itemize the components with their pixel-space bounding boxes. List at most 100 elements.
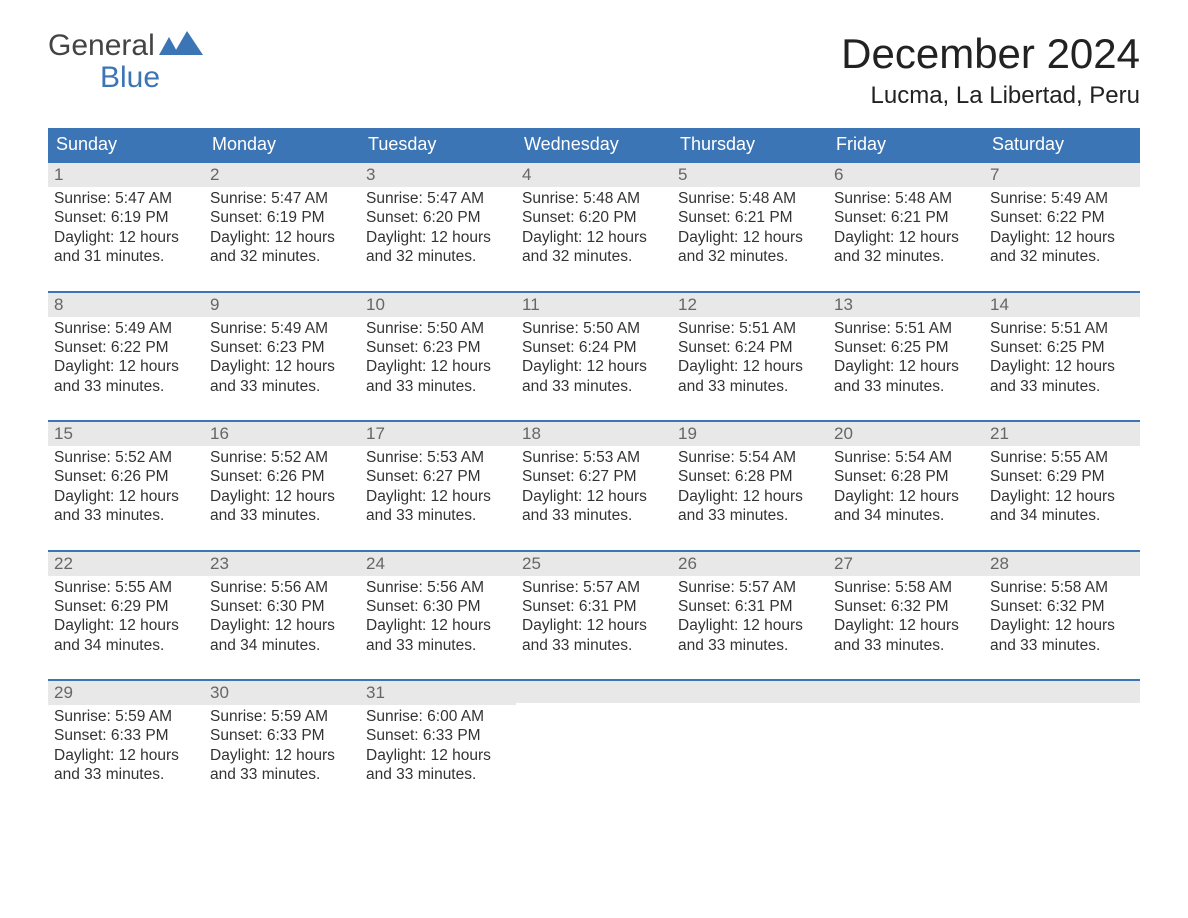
sunrise-line: Sunrise: 5:58 AM — [834, 578, 978, 597]
sunset-line: Sunset: 6:30 PM — [210, 597, 354, 616]
day-number-row: 17 — [360, 422, 516, 446]
day-number-row: 26 — [672, 552, 828, 576]
day-number-row: 13 — [828, 293, 984, 317]
day-number: 30 — [210, 683, 229, 702]
sunrise-line: Sunrise: 5:50 AM — [366, 319, 510, 338]
day-number-row: 15 — [48, 422, 204, 446]
day-number: 9 — [210, 295, 219, 314]
day-cell: 14Sunrise: 5:51 AMSunset: 6:25 PMDayligh… — [984, 293, 1140, 403]
day-number: 27 — [834, 554, 853, 573]
daylight-line: Daylight: 12 hours and 32 minutes. — [990, 228, 1134, 267]
day-number-row: 11 — [516, 293, 672, 317]
sunset-line: Sunset: 6:19 PM — [54, 208, 198, 227]
day-body: Sunrise: 5:48 AMSunset: 6:20 PMDaylight:… — [522, 187, 666, 267]
sunrise-line: Sunrise: 5:59 AM — [54, 707, 198, 726]
sunset-line: Sunset: 6:30 PM — [366, 597, 510, 616]
header: General Blue December 2024 Lucma, La Lib… — [48, 30, 1140, 110]
dow-cell: Thursday — [672, 128, 828, 161]
day-number-row: 3 — [360, 163, 516, 187]
page-title: December 2024 — [841, 30, 1140, 78]
day-number: 6 — [834, 165, 843, 184]
sunset-line: Sunset: 6:33 PM — [366, 726, 510, 745]
day-number-row: 14 — [984, 293, 1140, 317]
sunset-line: Sunset: 6:22 PM — [54, 338, 198, 357]
sunset-line: Sunset: 6:27 PM — [522, 467, 666, 486]
day-cell: 2Sunrise: 5:47 AMSunset: 6:19 PMDaylight… — [204, 163, 360, 273]
daylight-line: Daylight: 12 hours and 33 minutes. — [834, 616, 978, 655]
dow-cell: Tuesday — [360, 128, 516, 161]
day-body: Sunrise: 5:51 AMSunset: 6:25 PMDaylight:… — [990, 317, 1134, 397]
daylight-line: Daylight: 12 hours and 34 minutes. — [54, 616, 198, 655]
days-of-week-row: SundayMondayTuesdayWednesdayThursdayFrid… — [48, 128, 1140, 161]
day-cell: 19Sunrise: 5:54 AMSunset: 6:28 PMDayligh… — [672, 422, 828, 532]
daylight-line: Daylight: 12 hours and 33 minutes. — [210, 746, 354, 785]
dow-cell: Saturday — [984, 128, 1140, 161]
day-number: 19 — [678, 424, 697, 443]
sunrise-line: Sunrise: 5:51 AM — [990, 319, 1134, 338]
day-number: 17 — [366, 424, 385, 443]
sunrise-line: Sunrise: 5:56 AM — [366, 578, 510, 597]
daylight-line: Daylight: 12 hours and 33 minutes. — [54, 357, 198, 396]
day-body: Sunrise: 5:49 AMSunset: 6:22 PMDaylight:… — [990, 187, 1134, 267]
daylight-line: Daylight: 12 hours and 33 minutes. — [366, 746, 510, 785]
daylight-line: Daylight: 12 hours and 33 minutes. — [834, 357, 978, 396]
day-number-row: 7 — [984, 163, 1140, 187]
daylight-line: Daylight: 12 hours and 33 minutes. — [678, 487, 822, 526]
day-body: Sunrise: 5:49 AMSunset: 6:23 PMDaylight:… — [210, 317, 354, 397]
day-number-row: 30 — [204, 681, 360, 705]
day-body: Sunrise: 5:51 AMSunset: 6:24 PMDaylight:… — [678, 317, 822, 397]
daylight-line: Daylight: 12 hours and 33 minutes. — [54, 746, 198, 785]
sunset-line: Sunset: 6:25 PM — [990, 338, 1134, 357]
day-cell: 31Sunrise: 6:00 AMSunset: 6:33 PMDayligh… — [360, 681, 516, 791]
sunrise-line: Sunrise: 5:54 AM — [678, 448, 822, 467]
sunset-line: Sunset: 6:32 PM — [990, 597, 1134, 616]
day-cell: 29Sunrise: 5:59 AMSunset: 6:33 PMDayligh… — [48, 681, 204, 791]
day-number: 4 — [522, 165, 531, 184]
day-cell: 7Sunrise: 5:49 AMSunset: 6:22 PMDaylight… — [984, 163, 1140, 273]
day-body: Sunrise: 5:56 AMSunset: 6:30 PMDaylight:… — [366, 576, 510, 656]
logo-text-top: General — [48, 30, 155, 62]
day-number-row: 19 — [672, 422, 828, 446]
day-body: Sunrise: 5:52 AMSunset: 6:26 PMDaylight:… — [54, 446, 198, 526]
day-cell: 25Sunrise: 5:57 AMSunset: 6:31 PMDayligh… — [516, 552, 672, 662]
day-cell: 6Sunrise: 5:48 AMSunset: 6:21 PMDaylight… — [828, 163, 984, 273]
daylight-line: Daylight: 12 hours and 32 minutes. — [522, 228, 666, 267]
day-number: 21 — [990, 424, 1009, 443]
day-cell: 11Sunrise: 5:50 AMSunset: 6:24 PMDayligh… — [516, 293, 672, 403]
day-body: Sunrise: 5:58 AMSunset: 6:32 PMDaylight:… — [834, 576, 978, 656]
day-body: Sunrise: 5:47 AMSunset: 6:20 PMDaylight:… — [366, 187, 510, 267]
day-number-row: 24 — [360, 552, 516, 576]
day-body: Sunrise: 5:55 AMSunset: 6:29 PMDaylight:… — [990, 446, 1134, 526]
sunrise-line: Sunrise: 5:49 AM — [54, 319, 198, 338]
day-number: 24 — [366, 554, 385, 573]
day-cell: 12 Sunrise: 5:51 AMSunset: 6:24 PMDayligh… — [672, 293, 828, 403]
sunset-line: Sunset: 6:22 PM — [990, 208, 1134, 227]
day-number: 12 — [678, 295, 697, 314]
day-cell: 5Sunrise: 5:48 AMSunset: 6:21 PMDaylight… — [672, 163, 828, 273]
sunset-line: Sunset: 6:23 PM — [210, 338, 354, 357]
daylight-line: Daylight: 12 hours and 33 minutes. — [522, 357, 666, 396]
sunset-line: Sunset: 6:29 PM — [54, 597, 198, 616]
sunrise-line: Sunrise: 5:57 AM — [678, 578, 822, 597]
day-number: 16 — [210, 424, 229, 443]
day-number-row: 1 — [48, 163, 204, 187]
calendar: SundayMondayTuesdayWednesdayThursdayFrid… — [48, 128, 1140, 791]
sunset-line: Sunset: 6:21 PM — [678, 208, 822, 227]
sunset-line: Sunset: 6:26 PM — [210, 467, 354, 486]
day-body: Sunrise: 5:50 AMSunset: 6:24 PMDaylight:… — [522, 317, 666, 397]
title-block: December 2024 Lucma, La Libertad, Peru — [841, 30, 1140, 110]
day-number: 18 — [522, 424, 541, 443]
day-number-row: 20 — [828, 422, 984, 446]
daylight-line: Daylight: 12 hours and 32 minutes. — [678, 228, 822, 267]
daylight-line: Daylight: 12 hours and 33 minutes. — [54, 487, 198, 526]
flag-icon — [159, 30, 203, 62]
day-number: 10 — [366, 295, 385, 314]
day-cell: 13Sunrise: 5:51 AMSunset: 6:25 PMDayligh… — [828, 293, 984, 403]
day-body: Sunrise: 5:54 AMSunset: 6:28 PMDaylight:… — [834, 446, 978, 526]
day-number-row: 22 — [48, 552, 204, 576]
day-number-row: 23 — [204, 552, 360, 576]
day-body: Sunrise: 5:51 AMSunset: 6:25 PMDaylight:… — [834, 317, 978, 397]
day-cell: 10Sunrise: 5:50 AMSunset: 6:23 PMDayligh… — [360, 293, 516, 403]
sunrise-line: Sunrise: 5:50 AM — [522, 319, 666, 338]
daylight-line: Daylight: 12 hours and 33 minutes. — [678, 357, 822, 396]
